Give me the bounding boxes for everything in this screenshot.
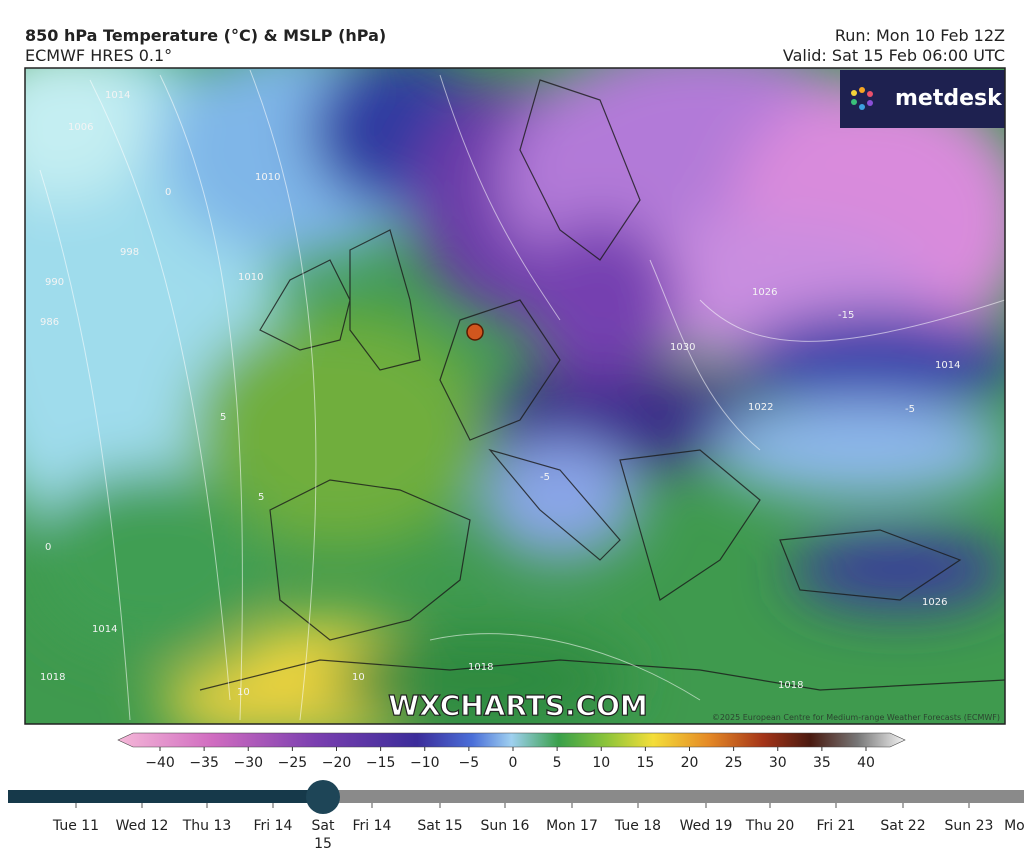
timeline-current-date[interactable]: 15	[314, 836, 332, 852]
contour-label: 10	[352, 672, 365, 683]
colorbar-tick-label: 10	[592, 755, 610, 771]
colorbar-tick-label: −10	[410, 755, 440, 771]
colorbar-tick-label: 40	[857, 755, 875, 771]
contour-label: -5	[540, 472, 550, 483]
timeline-handle[interactable]	[306, 780, 340, 814]
map-frame	[24, 67, 1006, 725]
contour-label: 1006	[68, 122, 93, 133]
colorbar-tick-label: −30	[233, 755, 263, 771]
contour-label: 10	[237, 687, 250, 698]
timeline-progress	[8, 790, 323, 803]
contour-label: 1026	[922, 597, 947, 608]
contour-label: 1014	[105, 90, 130, 101]
colorbar	[117, 732, 906, 748]
contour-label: 0	[165, 187, 171, 198]
colorbar-tick-label: 0	[509, 755, 518, 771]
timeline-label[interactable]: Mon 17	[546, 818, 598, 834]
contour-label: 1010	[255, 172, 280, 183]
watermark: WXCHARTS.COM	[388, 689, 648, 722]
timeline-label[interactable]: Sun 16	[481, 818, 530, 834]
temperature-field	[520, 220, 680, 380]
temperature-field	[190, 310, 490, 550]
timeline-label[interactable]: Sat 15	[417, 818, 462, 834]
contour-label: 5	[258, 492, 264, 503]
contour-label: 998	[120, 247, 139, 258]
run-time: Run: Mon 10 Feb 12Z	[835, 26, 1005, 45]
contour-label: 1014	[92, 624, 117, 635]
colorbar-tick-label: −5	[459, 755, 480, 771]
temperature-field	[710, 400, 1005, 500]
timeline-label[interactable]: Tue 18	[614, 818, 661, 834]
logo-box	[840, 70, 1005, 128]
subtitle: ECMWF HRES 0.1°	[25, 46, 172, 65]
timeline-label[interactable]: Thu 13	[182, 818, 232, 834]
temperature-field	[790, 530, 1005, 610]
logo-text: metdesk	[895, 86, 1003, 111]
timeline-label[interactable]: Mon 24	[1004, 818, 1024, 834]
temperature-field	[330, 630, 630, 724]
temperature-field	[160, 660, 340, 724]
colorbar-tick-label: −25	[278, 755, 308, 771]
contour-label: 1030	[670, 342, 695, 353]
timeline-label[interactable]: Thu 20	[745, 818, 795, 834]
colorbar-tick-label: 25	[725, 755, 743, 771]
colorbar-tick-label: −20	[322, 755, 352, 771]
colorbar-tick-label: 30	[769, 755, 787, 771]
contour-label: 1026	[752, 287, 777, 298]
colorbar-tick-label: −15	[366, 755, 396, 771]
contour-label: 0	[45, 542, 51, 553]
contour-label: -5	[905, 404, 915, 415]
colorbar-tick-label: 15	[636, 755, 654, 771]
contour-label: 990	[45, 277, 64, 288]
copyright: ©2025 European Centre for Medium-range W…	[712, 713, 1000, 722]
contour-label: 1018	[778, 680, 803, 691]
location-marker[interactable]	[466, 323, 484, 341]
timeline-label[interactable]: Fri 14	[254, 818, 293, 834]
contour-label: 1018	[40, 672, 65, 683]
title: 850 hPa Temperature (°C) & MSLP (hPa)	[25, 26, 386, 45]
colorbar-tick-label: 20	[681, 755, 699, 771]
timeline-current-day[interactable]: Sat	[312, 818, 335, 834]
colorbar-tick-label: −40	[145, 755, 175, 771]
contour-label: 1010	[238, 272, 263, 283]
logo-icon	[851, 87, 873, 110]
contour-label: 1022	[748, 402, 773, 413]
valid-time: Valid: Sat 15 Feb 06:00 UTC	[783, 46, 1005, 65]
contour-label: -15	[838, 310, 854, 321]
contour-label: 5	[220, 412, 226, 423]
contour-label: 986	[40, 317, 59, 328]
colorbar-tick-label: 5	[553, 755, 562, 771]
map: 1014100699899098610101018102610301022101…	[25, 68, 1005, 724]
colorbar-tick-label: 35	[813, 755, 831, 771]
temperature-field	[480, 440, 640, 560]
timeline-label[interactable]: Wed 12	[116, 818, 169, 834]
temperature-field	[740, 310, 1005, 410]
contour-label: 1014	[935, 360, 960, 371]
temperature-field	[30, 470, 270, 650]
timeline-label[interactable]: Fri 14	[353, 818, 392, 834]
timeline-label[interactable]: Sat 22	[880, 818, 925, 834]
contour-label: 1018	[468, 662, 493, 673]
colorbar-tick-label: −35	[189, 755, 219, 771]
timeline-label[interactable]: Tue 11	[52, 818, 99, 834]
timeline-label[interactable]: Wed 19	[680, 818, 733, 834]
timeline-label[interactable]: Fri 21	[817, 818, 856, 834]
temperature-field	[25, 68, 150, 200]
timeline-label[interactable]: Sun 23	[945, 818, 994, 834]
